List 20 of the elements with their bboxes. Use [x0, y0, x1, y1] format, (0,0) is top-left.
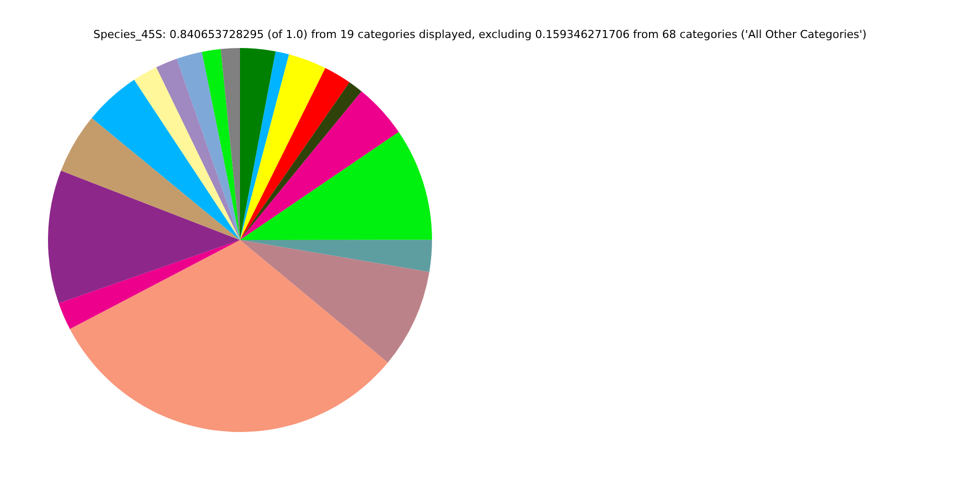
pie-slice	[60, 118, 240, 240]
pie-slice	[176, 52, 240, 240]
pie-slice	[240, 51, 290, 240]
pie-slice	[240, 240, 432, 272]
pie-slice	[48, 170, 240, 304]
text: Species_45S: 0.840653728295 (of 1.0) from 19 categories displayed, excluding 0.159346271706 from 68 categories ('All Other Categories')	[93, 28, 867, 41]
pie-slice	[202, 48, 240, 240]
pie-slice	[240, 48, 276, 240]
pie-slice	[240, 240, 430, 363]
pie-slice	[70, 240, 388, 432]
pie-slice	[240, 132, 432, 240]
pie-slice	[134, 67, 240, 240]
pie-slice	[240, 54, 326, 240]
pie-slice	[240, 82, 362, 240]
pie-slice	[92, 80, 240, 240]
pie-slice	[240, 68, 350, 240]
pie-slice	[58, 240, 240, 329]
pie-slice	[220, 48, 240, 240]
pie-slice	[156, 58, 240, 240]
pie-slice	[240, 91, 399, 240]
